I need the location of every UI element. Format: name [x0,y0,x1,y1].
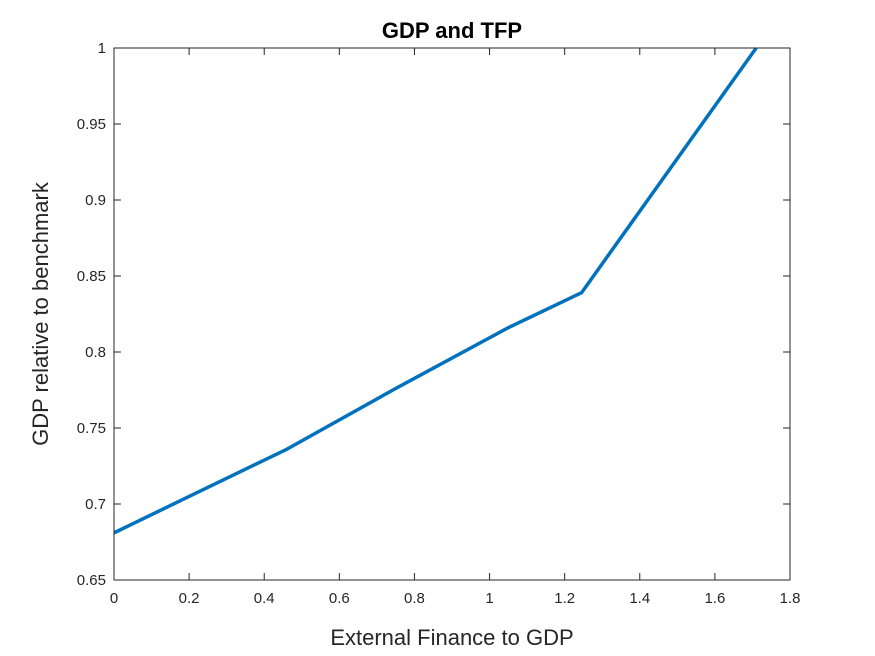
x-tick-label: 0.8 [404,590,425,607]
y-tick-label: 1 [98,40,106,57]
x-tick-label: 1 [485,590,493,607]
y-tick-label: 0.95 [77,116,106,133]
y-tick-label: 0.9 [85,192,106,209]
x-tick-label: 0.6 [329,590,350,607]
y-tick-label: 0.85 [77,268,106,285]
x-tick-label: 0.4 [254,590,275,607]
series-layer [113,46,758,535]
ticks-layer: 0 0.2 0.4 0.6 0.8 1 1.2 1.4 1.6 1.8 0.65 0.7 0.75 0.8… [77,40,801,607]
axes-layer [113,47,791,581]
chart-title: GDP and TFP [382,18,522,43]
x-tick-label: 0.2 [179,590,200,607]
y-tick-label: 0.75 [77,420,106,437]
x-axis-title: External Finance to GDP [330,625,573,650]
plot-area [114,48,790,580]
x-tick-label: 1.2 [554,590,575,607]
y-tick-label: 0.8 [85,344,106,361]
x-tick-label: 1.4 [629,590,650,607]
y-tick-label: 0.65 [77,572,106,589]
x-tick-label: 0 [110,590,118,607]
x-tick-label: 1.6 [704,590,725,607]
axes-box [113,47,791,581]
series-line-0 [113,46,758,535]
x-tick-label: 1.8 [780,590,801,607]
y-tick-label: 0.7 [85,496,106,513]
y-axis-title: GDP relative to benchmark [28,181,53,446]
